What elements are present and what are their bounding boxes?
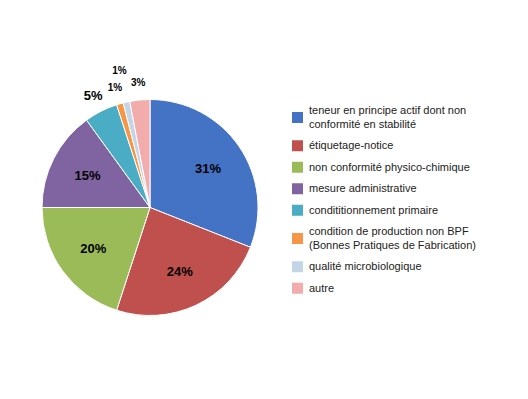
legend-label-line: condititionnement primaire (309, 204, 438, 216)
legend-label-line: qualité microbiologique (309, 260, 422, 272)
legend-label-line: autre (309, 282, 334, 294)
data-label: 20% (80, 241, 106, 256)
data-label: 15% (74, 168, 100, 183)
legend-swatch (292, 205, 303, 216)
legend: teneur en principe actif dont non conform… (292, 104, 476, 294)
legend-swatch (292, 283, 303, 294)
data-labels: 31% 24% 20% 15% 5% 1% 1% 3% (74, 65, 221, 279)
data-label: 1% (108, 82, 123, 93)
chart: 31% 24% 20% 15% 5% 1% 1% 3% teneur en principe a… (0, 0, 528, 399)
legend-swatch (292, 162, 303, 173)
legend-label: teneur en principe actif dont non conform… (309, 104, 466, 130)
data-label: 31% (195, 161, 221, 176)
data-label: 1% (112, 65, 127, 76)
legend-label: autre (309, 282, 334, 294)
legend-swatch (292, 183, 303, 194)
legend-swatch (292, 261, 303, 272)
legend-label-line: étiquetage-notice (309, 139, 393, 151)
legend-label-line: conformité en stabilité (309, 118, 416, 130)
legend-label: condititionnement primaire (309, 204, 438, 216)
legend-label-line: mesure administrative (309, 182, 417, 194)
legend-label-line: non conformité physico-chimique (309, 161, 470, 173)
legend-label: qualité microbiologique (309, 260, 422, 272)
legend-label: mesure administrative (309, 182, 417, 194)
data-label: 3% (131, 77, 146, 88)
pie (42, 100, 258, 316)
legend-swatch (292, 112, 303, 123)
legend-swatch (292, 140, 303, 151)
legend-label-line: teneur en principe actif dont non (309, 104, 466, 116)
data-label: 5% (84, 88, 103, 103)
legend-label: condition de production non BPF (Bonnes P… (309, 225, 476, 251)
legend-swatch (292, 233, 303, 244)
pie-slice (42, 208, 150, 311)
data-label: 24% (167, 264, 193, 279)
pie-slice (130, 100, 150, 208)
legend-label-line: condition de production non BPF (309, 225, 469, 237)
legend-label: non conformité physico-chimique (309, 161, 470, 173)
legend-label: étiquetage-notice (309, 139, 393, 151)
legend-label-line: (Bonnes Pratiques de Fabrication) (309, 239, 476, 251)
